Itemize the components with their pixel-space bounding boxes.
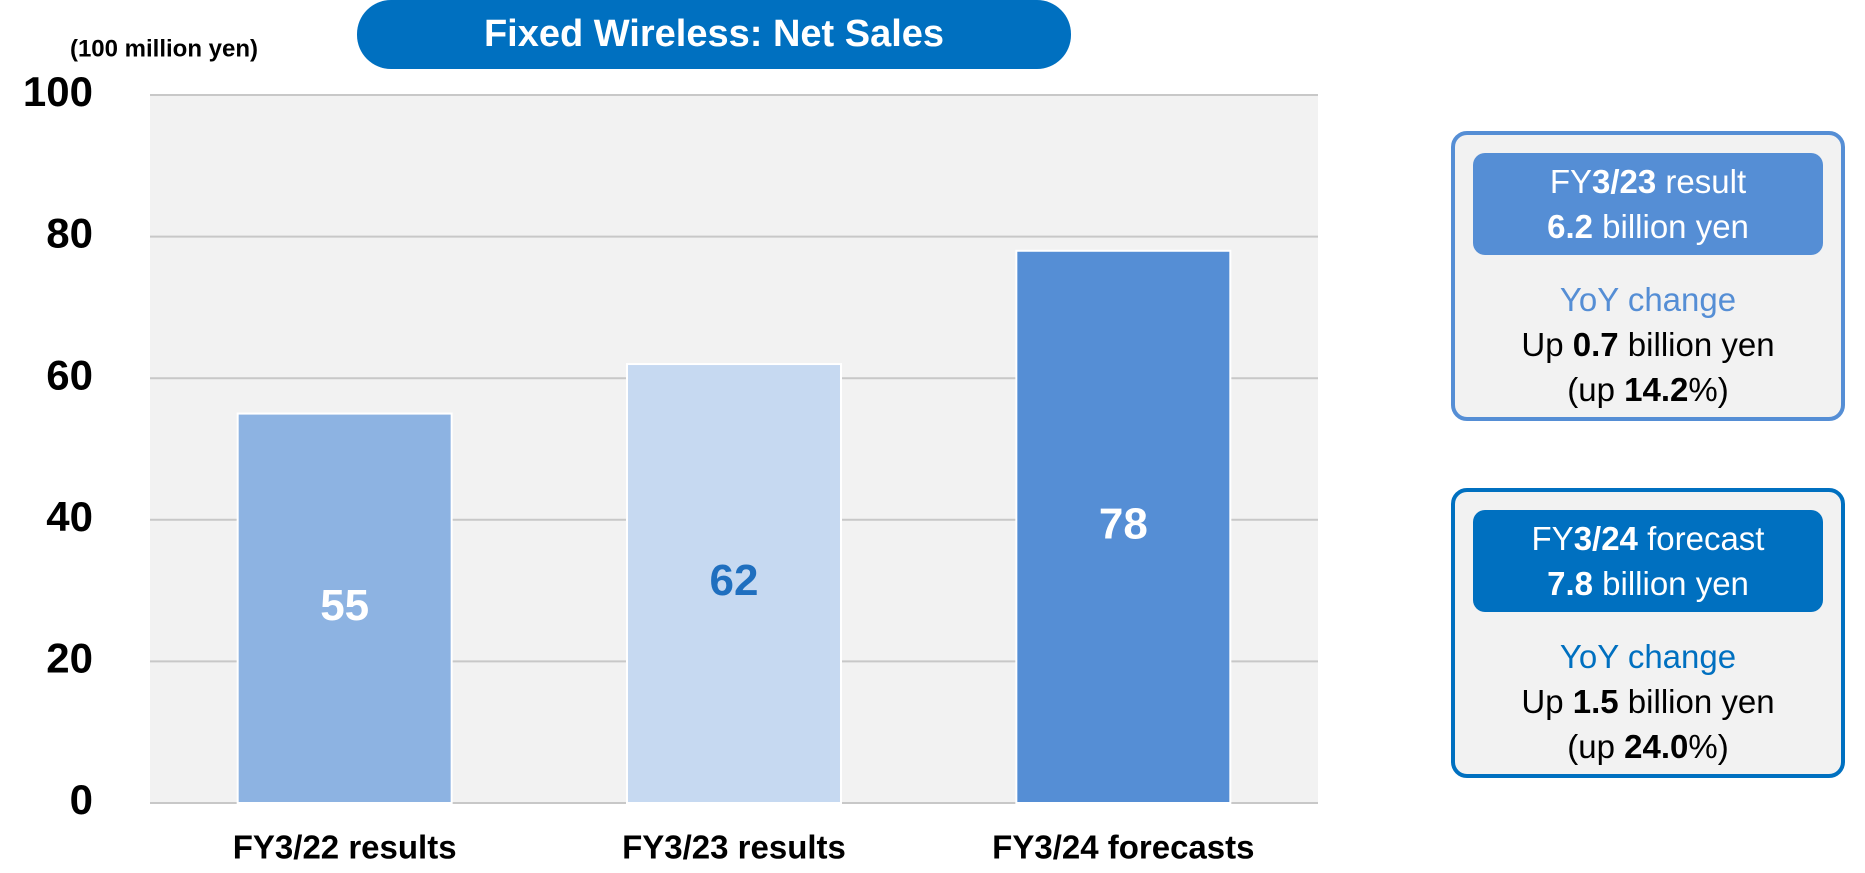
text-segment: 6.2 (1547, 208, 1593, 245)
text-segment: (up (1567, 728, 1625, 765)
text-segment: FY (1549, 163, 1593, 200)
panel-header: FY3/23 result 6.2 billion yen (1473, 153, 1823, 255)
summary-panel: FY3/23 result 6.2 billion yen YoY change Up… (1451, 131, 1845, 421)
panel-subtitle: YoY change (1559, 281, 1737, 318)
text-segment: %) (1688, 728, 1729, 765)
text-line: FY3/23 result (1473, 159, 1823, 204)
bar (626, 363, 842, 804)
text-segment: result (1656, 163, 1747, 200)
text-segment: %) (1688, 371, 1729, 408)
text-line: 7.8 billion yen (1473, 561, 1823, 606)
text-segment: forecast (1637, 520, 1765, 557)
chart-title: Fixed Wireless: Net Sales (484, 13, 944, 55)
text-segment: 3/24 (1573, 520, 1638, 557)
text-line: FY3/24 forecast (1473, 516, 1823, 561)
x-tick-label: FY3/23 results (622, 829, 846, 866)
x-tick-label: FY3/24 forecasts (992, 829, 1254, 866)
text-segment: billion yen (1618, 326, 1775, 363)
text-segment: 24.0 (1624, 728, 1689, 765)
y-tick-label: 0 (70, 776, 93, 823)
bar (236, 412, 453, 804)
text-line: (up 24.0%) (1455, 724, 1841, 769)
text-segment: 1.5 (1572, 683, 1619, 720)
y-tick-label: 80 (46, 210, 93, 257)
text-line: Up 1.5 billion yen (1455, 679, 1841, 724)
text-line: 6.2 billion yen (1473, 204, 1823, 249)
text-line: Up 0.7 billion yen (1455, 322, 1841, 367)
text-segment: 7.8 (1547, 565, 1593, 602)
y-tick-label: 40 (46, 493, 93, 540)
summary-panel: FY3/24 forecast 7.8 billion yen YoY change… (1451, 488, 1845, 778)
y-tick-label: 100 (23, 68, 93, 115)
panel-header: FY3/24 forecast 7.8 billion yen (1473, 510, 1823, 612)
value-label: 62 (710, 556, 759, 605)
panel-subtitle: YoY change (1559, 638, 1737, 675)
title-pill (357, 0, 1071, 69)
text-segment: billion yen (1592, 208, 1749, 245)
x-tick-label: FY3/22 results (233, 829, 457, 866)
value-label: 55 (320, 581, 369, 630)
y-tick-label: 20 (46, 634, 93, 681)
y-tick-label: 60 (46, 351, 93, 398)
text-segment: FY (1531, 520, 1574, 557)
text-segment: Up (1521, 326, 1573, 363)
text-segment: 14.2 (1624, 371, 1689, 408)
text-line: (up 14.2%) (1455, 367, 1841, 412)
text-segment: billion yen (1592, 565, 1749, 602)
text-segment: 3/23 (1592, 163, 1657, 200)
text-segment: (up (1567, 371, 1625, 408)
text-segment: 0.7 (1572, 326, 1619, 363)
text-segment: Up (1521, 683, 1573, 720)
text-segment: billion yen (1618, 683, 1775, 720)
y-axis-label: (100 million yen) (70, 35, 258, 62)
bar (1015, 249, 1232, 804)
value-label: 78 (1099, 500, 1148, 549)
